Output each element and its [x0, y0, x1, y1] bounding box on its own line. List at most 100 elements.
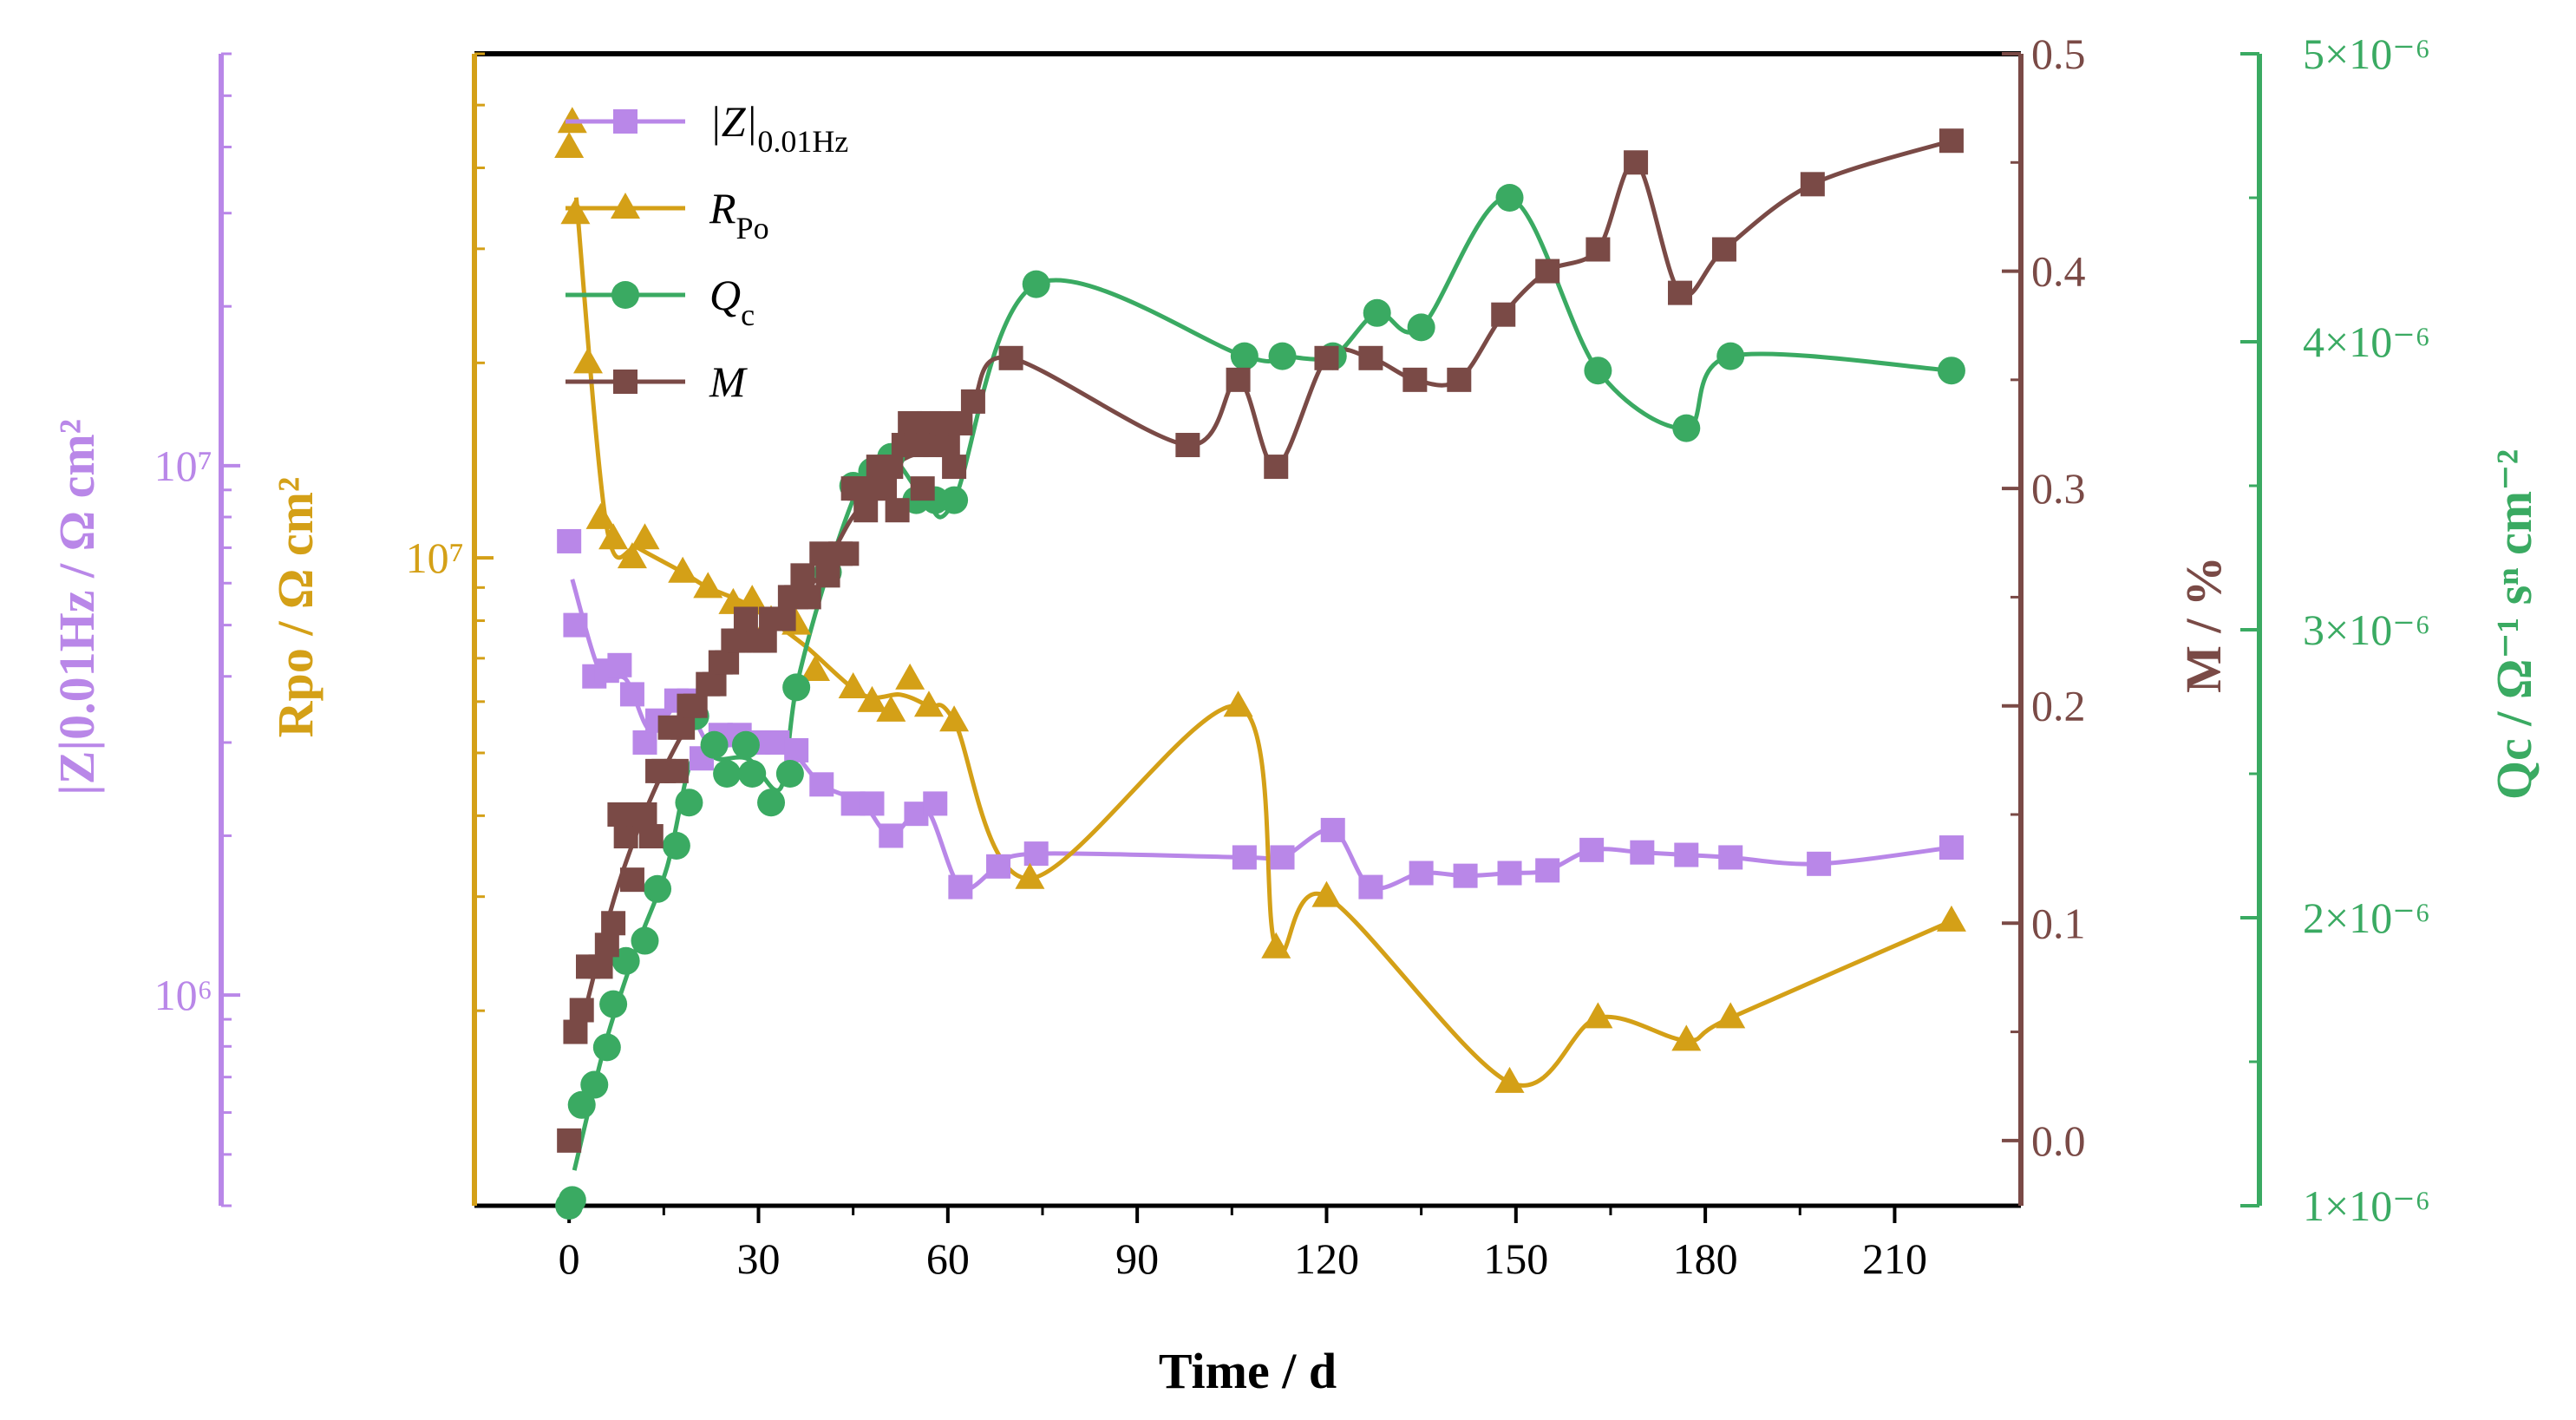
- point-m: [885, 498, 910, 523]
- point-m: [601, 911, 626, 936]
- legend-entry-rpo: RPo: [566, 184, 769, 245]
- point-rpo: [838, 672, 868, 699]
- point-qc: [1495, 184, 1524, 212]
- point-qc: [940, 486, 969, 514]
- point-m: [613, 824, 638, 849]
- point-m: [998, 345, 1023, 370]
- point-rpo: [572, 347, 603, 374]
- point-qc: [1022, 270, 1050, 298]
- point-m: [1358, 345, 1383, 370]
- x-tick-label: 0: [559, 1234, 580, 1283]
- point-qc: [775, 760, 804, 788]
- point-rpo: [939, 705, 970, 732]
- point-qc: [1672, 414, 1701, 442]
- m-tick-label: 0.2: [2031, 682, 2086, 730]
- point-m: [879, 455, 904, 480]
- point-m: [733, 606, 758, 631]
- point-z: [1535, 858, 1560, 883]
- m-tick-label: 0.1: [2031, 899, 2086, 947]
- point-m: [1264, 455, 1289, 480]
- point-rpo: [895, 663, 925, 690]
- point-qc: [1584, 357, 1612, 385]
- m-tick-label: 0.3: [2031, 464, 2086, 513]
- point-m: [702, 671, 727, 697]
- point-rpo: [1015, 862, 1045, 889]
- legend: |Z|0.01Hz RPo Qc M: [566, 97, 848, 406]
- legend-marker: [613, 370, 637, 394]
- point-m: [1314, 345, 1339, 370]
- point-qc: [757, 789, 786, 817]
- point-m: [752, 628, 777, 653]
- point-rpo: [876, 695, 906, 722]
- point-z: [1939, 835, 1964, 861]
- point-m: [1402, 367, 1428, 392]
- data-points: [554, 107, 1966, 1220]
- point-rpo: [800, 655, 830, 682]
- x-tick-label: 120: [1294, 1234, 1359, 1283]
- point-qc: [713, 760, 742, 788]
- point-z: [557, 528, 582, 553]
- legend-label: Qc: [709, 271, 755, 332]
- point-qc: [731, 730, 760, 759]
- point-z: [1409, 861, 1434, 886]
- point-m: [557, 1128, 582, 1153]
- x-tick-label: 210: [1862, 1234, 1927, 1283]
- point-m: [815, 563, 840, 588]
- point-qc: [1937, 357, 1965, 385]
- point-z: [1320, 817, 1345, 842]
- point-rpo: [737, 585, 768, 612]
- point-m: [594, 932, 619, 958]
- point-z: [784, 737, 809, 762]
- point-m: [771, 606, 796, 631]
- point-m: [1711, 237, 1736, 262]
- x-tick-label: 90: [1115, 1234, 1159, 1283]
- point-qc: [592, 1033, 621, 1062]
- point-m: [664, 758, 689, 783]
- point-m: [853, 498, 879, 523]
- point-rpo: [668, 556, 698, 583]
- point-z: [1807, 851, 1832, 876]
- qc-tick-label: 5×10⁻⁶: [2303, 29, 2430, 78]
- point-m: [1175, 433, 1200, 458]
- point-z: [1453, 863, 1478, 888]
- point-qc: [567, 1090, 596, 1119]
- point-rpo: [554, 132, 585, 159]
- x-tick-label: 180: [1673, 1234, 1738, 1283]
- trend-line-rpo: [573, 197, 1952, 1088]
- point-z: [607, 652, 632, 677]
- point-rpo: [1261, 932, 1291, 959]
- point-m: [632, 802, 657, 827]
- trend-lines: [570, 138, 1952, 1171]
- point-z: [809, 772, 834, 797]
- axes-layer: 0 30 60 90 120 150 180 210 Time / d 10⁶ 10⁷ |Z|0.01…: [49, 29, 2542, 1399]
- point-rpo: [1671, 1024, 1702, 1051]
- qc-axis-title: Qc / Ω⁻¹ sⁿ cm⁻²: [2486, 449, 2542, 800]
- point-m: [1535, 258, 1560, 284]
- point-z: [860, 791, 885, 816]
- point-m: [1800, 172, 1825, 197]
- point-qc: [1268, 342, 1297, 370]
- point-z: [1023, 841, 1049, 867]
- point-m: [670, 715, 696, 740]
- point-z: [1497, 861, 1522, 886]
- point-m: [563, 1019, 588, 1044]
- point-m: [910, 476, 935, 501]
- point-m: [619, 867, 644, 893]
- point-z: [1718, 845, 1743, 870]
- point-m: [715, 650, 740, 675]
- point-z: [879, 823, 904, 848]
- point-m: [1491, 302, 1516, 327]
- point-m: [796, 585, 821, 610]
- legend-entry-z: |Z|0.01Hz: [566, 97, 848, 159]
- z-tick-label: 10⁶: [154, 971, 212, 1019]
- legend-label: RPo: [709, 184, 769, 245]
- point-qc: [631, 926, 659, 955]
- point-m: [1939, 128, 1964, 154]
- point-m: [638, 824, 664, 849]
- point-z: [1674, 842, 1699, 867]
- qc-tick-label: 3×10⁻⁶: [2303, 605, 2430, 654]
- point-qc: [558, 1186, 586, 1214]
- point-qc: [1407, 313, 1435, 342]
- point-m: [683, 693, 708, 718]
- point-qc: [1716, 342, 1745, 370]
